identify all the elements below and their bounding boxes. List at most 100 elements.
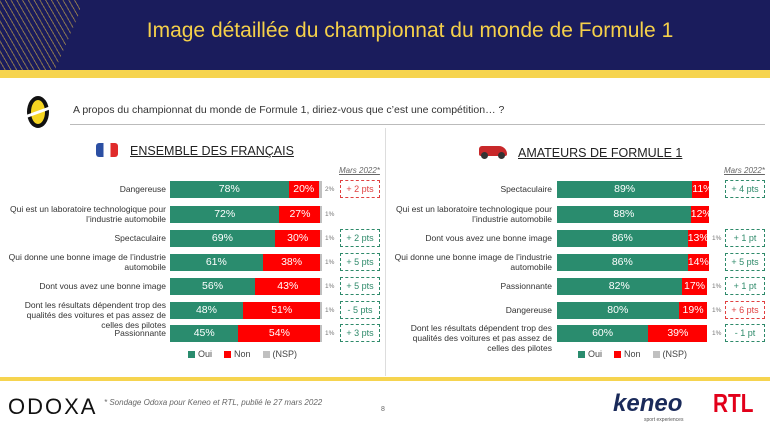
category-label: Qui donne une bonne image de l’industrie… — [394, 252, 552, 272]
bar-non: 14% — [687, 254, 709, 271]
bar-non: 27% — [279, 206, 321, 223]
bar-oui: 89% — [557, 181, 693, 198]
bar-nsp — [320, 302, 322, 319]
bar-non: 12% — [690, 206, 712, 223]
category-label: Qui est un laboratoire technologique pou… — [10, 204, 166, 224]
change-badge: + 1 pt — [725, 229, 765, 247]
legend-swatch — [578, 351, 585, 359]
bar-oui: 86% — [557, 230, 688, 247]
change-badge: + 5 pts — [340, 277, 380, 295]
nsp-label: 1% — [712, 283, 722, 290]
change-badge: + 6 pts — [725, 301, 765, 319]
comparison-label-left: Mars 2022* — [339, 166, 380, 175]
nsp-label: 1% — [325, 330, 335, 337]
category-label: Dont les résultats dépendent trop des qu… — [24, 300, 166, 330]
bar-nsp — [320, 325, 322, 342]
odoxa-logo: ODOXA — [8, 394, 98, 419]
change-badge: + 2 pts — [340, 229, 380, 247]
legend-label: Non — [234, 349, 251, 359]
legend-item: (NSP) — [652, 349, 688, 359]
panel-divider — [385, 128, 386, 376]
panel-title-right: AMATEURS DE FORMULE 1 — [518, 146, 683, 160]
legend-label: (NSP) — [662, 349, 688, 359]
bar-non: 19% — [678, 302, 708, 319]
nsp-label: 2% — [325, 186, 335, 193]
legend-swatch — [188, 351, 195, 359]
change-badge: + 5 pts — [725, 253, 765, 271]
header-pattern — [0, 0, 80, 70]
legend: Oui Non (NSP) — [578, 349, 687, 359]
nsp-label: 1% — [712, 307, 722, 314]
legend: Oui Non (NSP) — [188, 349, 297, 359]
bar-oui: 86% — [557, 254, 688, 271]
panel-title-left: ENSEMBLE DES FRANÇAIS — [130, 144, 294, 158]
category-label: Qui donne une bonne image de l’industrie… — [8, 252, 166, 272]
nsp-label: 1% — [325, 211, 335, 218]
category-label: Dont les résultats dépendent trop des qu… — [410, 323, 552, 353]
bar-non: 51% — [242, 302, 321, 319]
bar-non: 13% — [687, 230, 709, 247]
bar-oui: 72% — [170, 206, 280, 223]
source-note: * Sondage Odoxa pour Keneo et RTL, publi… — [104, 398, 323, 407]
bar-nsp — [320, 206, 322, 223]
category-label: Dangereuse — [119, 184, 166, 194]
bar-oui: 45% — [170, 325, 239, 342]
change-badge: - 5 pts — [340, 301, 380, 319]
legend-label: (NSP) — [272, 349, 298, 359]
category-label: Passionnante — [500, 281, 552, 291]
bar-non: 39% — [648, 325, 708, 342]
header: Image détaillée du championnat du monde … — [0, 0, 770, 70]
legend-swatch — [614, 351, 622, 359]
bar-oui: 88% — [557, 206, 691, 223]
rtl-logo: RTL — [713, 388, 754, 418]
category-label: Dangereuse — [505, 305, 552, 315]
bar-non: 17% — [681, 278, 708, 295]
legend-label: Oui — [588, 349, 603, 359]
category-label: Passionnante — [114, 328, 166, 338]
change-badge: + 3 pts — [340, 324, 380, 342]
f1-car-icon — [479, 146, 507, 159]
bar-non: 38% — [262, 254, 321, 271]
bar-nsp — [320, 278, 322, 295]
legend-item: Non — [224, 349, 251, 359]
nsp-label: 1% — [325, 307, 335, 314]
bar-oui: 48% — [170, 302, 243, 319]
legend-swatch — [652, 351, 660, 359]
bar-oui: 61% — [170, 254, 263, 271]
bar-oui: 82% — [557, 278, 682, 295]
bar-nsp — [320, 254, 322, 271]
bar-nsp — [318, 181, 322, 198]
change-badge: + 5 pts — [340, 253, 380, 271]
page-number: 8 — [381, 406, 385, 413]
bar-non: 43% — [255, 278, 321, 295]
legend-label: Non — [624, 349, 641, 359]
legend-swatch — [262, 351, 270, 359]
odoxa-question-icon — [27, 96, 49, 128]
keneo-logo: keneo — [613, 390, 683, 417]
nsp-label: 1% — [325, 235, 335, 242]
french-flag-icon — [96, 143, 118, 157]
change-badge: + 4 pts — [725, 180, 765, 198]
category-label: Spectaculaire — [500, 184, 552, 194]
question-text: A propos du championnat du monde de Form… — [73, 104, 505, 116]
comparison-label-right: Mars 2022* — [724, 166, 765, 175]
nsp-label: 1% — [712, 235, 722, 242]
footer-divider — [0, 377, 770, 381]
legend-swatch — [224, 351, 232, 359]
bar-oui: 69% — [170, 230, 275, 247]
bar-oui: 60% — [557, 325, 649, 342]
keneo-tagline: sport experiences — [644, 417, 684, 423]
nsp-label: 1% — [712, 330, 722, 337]
bar-non: 20% — [288, 181, 319, 198]
category-label: Spectaculaire — [114, 233, 166, 243]
category-label: Qui est un laboratoire technologique pou… — [396, 204, 552, 224]
bar-oui: 56% — [170, 278, 256, 295]
legend-label: Oui — [198, 349, 213, 359]
legend-item: (NSP) — [262, 349, 298, 359]
bar-oui: 78% — [170, 181, 289, 198]
legend-item: Oui — [578, 349, 602, 359]
page-title: Image détaillée du championnat du monde … — [146, 19, 674, 42]
change-badge: + 1 pt — [725, 277, 765, 295]
bar-nsp — [320, 230, 322, 247]
legend-item: Oui — [188, 349, 212, 359]
